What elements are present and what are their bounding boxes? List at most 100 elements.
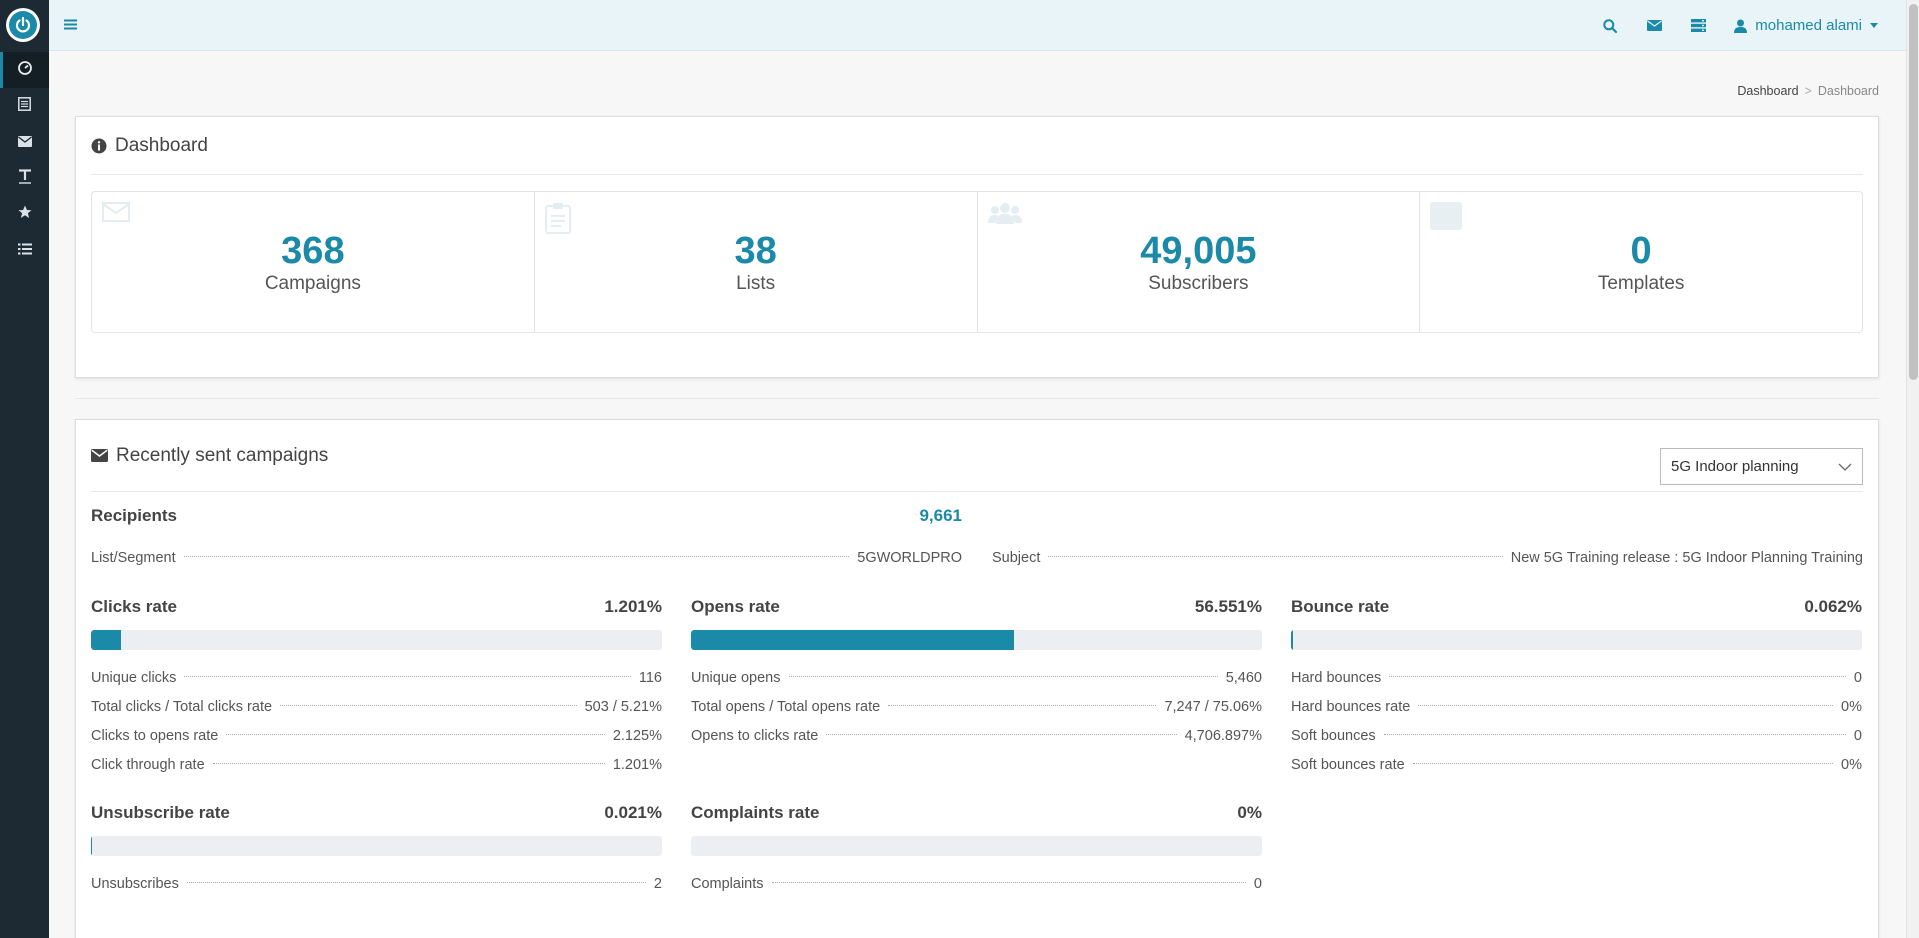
- subject-row: Subject New 5G Training release : 5G Ind…: [992, 544, 1863, 573]
- dotted-leader: [771, 882, 1246, 883]
- recent-campaigns-title: Recently sent campaigns: [116, 444, 329, 466]
- stat-templates[interactable]: 0 Templates: [1420, 192, 1862, 332]
- page-title: Dashboard: [115, 134, 208, 156]
- dotted-leader: [888, 705, 1157, 706]
- stat-label: Lists: [736, 273, 776, 294]
- metric-progress-bar: [1291, 630, 1862, 650]
- metric-detail-row: Total opens / Total opens rate 7,247 / 75…: [691, 693, 1262, 722]
- metric-progress-fill: [91, 630, 121, 650]
- metric-header: Complaints rate 0%: [691, 798, 1262, 828]
- sidebar-item-templates[interactable]: [0, 160, 49, 196]
- dotted-leader: [1048, 556, 1503, 557]
- recent-campaigns-header: Recently sent campaigns: [91, 420, 1863, 492]
- metric-detail-value: 2: [653, 876, 662, 892]
- metric-value: 0.062%: [1804, 597, 1862, 616]
- metric-detail-value: 5,460: [1225, 670, 1262, 686]
- metric-title: Unsubscribe rate: [91, 803, 230, 822]
- dotted-leader: [212, 763, 605, 764]
- dotted-leader: [280, 705, 577, 706]
- user-name: mohamed alami: [1755, 17, 1862, 34]
- app-logo[interactable]: [6, 8, 40, 42]
- recent-campaigns-panel: Recently sent campaigns 5G Indoor planni…: [75, 419, 1879, 938]
- metric-detail-label: Complaints: [691, 876, 764, 892]
- stat-lists[interactable]: 38 Lists: [535, 192, 978, 332]
- envelope-icon: [91, 449, 108, 462]
- metric-title: Bounce rate: [1291, 597, 1390, 616]
- metric-detail-label: Unsubscribes: [91, 876, 179, 892]
- list-segment-row: List/Segment 5GWORLDPRO: [91, 544, 962, 573]
- chevron-down-icon: [1838, 463, 1852, 471]
- metric-progress-fill: [91, 836, 93, 856]
- dotted-leader: [186, 882, 646, 883]
- metric-header: Opens rate 56.551%: [691, 592, 1262, 622]
- stat-value: 368: [281, 230, 345, 272]
- metric-detail-value: 0: [1853, 670, 1862, 686]
- envelope-icon: [17, 134, 32, 151]
- metric-detail-value: 0%: [1841, 699, 1862, 715]
- menu-toggle-button[interactable]: [64, 17, 77, 34]
- segment-subject-row: List/Segment 5GWORLDPRO Subject New 5G T…: [91, 544, 1863, 573]
- metric-value: 0%: [1237, 803, 1262, 822]
- user-icon: [1734, 19, 1748, 33]
- list-icon: [18, 97, 31, 115]
- text-icon: [18, 168, 32, 188]
- recipients-value[interactable]: 9,661: [919, 506, 962, 525]
- search-icon: [1603, 18, 1618, 33]
- dotted-leader: [1383, 734, 1846, 735]
- breadcrumb-separator: >: [1804, 84, 1812, 98]
- users-icon: [987, 202, 1022, 228]
- metric-detail-label: Unique clicks: [91, 670, 177, 686]
- metric-block: Complaints rate 0% Complaints 0: [691, 798, 1262, 899]
- metric-detail-value: 503 / 5.21%: [584, 699, 662, 715]
- metric-value: 56.551%: [1194, 597, 1262, 616]
- sidebar-item-lists[interactable]: [0, 88, 49, 124]
- scrollbar-thumb[interactable]: [1909, 4, 1918, 380]
- search-button[interactable]: [1588, 0, 1632, 51]
- breadcrumb-link-dashboard[interactable]: Dashboard: [1737, 84, 1799, 98]
- sidebar-item-favorites[interactable]: [0, 196, 49, 232]
- server-icon: [1690, 19, 1706, 32]
- dashboard-icon: [17, 61, 32, 79]
- metric-detail-label: Hard bounces rate: [1291, 699, 1411, 715]
- metric-detail-row: Hard bounces rate 0%: [1291, 693, 1862, 722]
- stats-row: 368 Campaigns 38 Lists 49,005 Subscriber…: [91, 191, 1863, 333]
- metric-detail-value: 0: [1853, 728, 1862, 744]
- stat-label: Subscribers: [1148, 273, 1249, 294]
- sidebar-item-dashboard[interactable]: [0, 52, 49, 88]
- dotted-leader: [1389, 676, 1846, 677]
- metric-block: Unsubscribe rate 0.021% Unsubscribes 2: [91, 798, 662, 899]
- recipients-row: Recipients 9,661: [91, 506, 962, 526]
- metric-progress-fill: [691, 630, 1014, 650]
- page-scrollbar[interactable]: [1906, 0, 1919, 938]
- sidebar-item-campaigns[interactable]: [0, 124, 49, 160]
- metric-detail-row: Complaints 0: [691, 870, 1262, 899]
- metric-detail-value: 4,706.897%: [1184, 728, 1262, 744]
- metric-progress-bar: [691, 836, 1262, 856]
- sidebar-item-reports[interactable]: [0, 232, 49, 268]
- metric-detail-label: Click through rate: [91, 757, 205, 773]
- section-divider: [75, 398, 1879, 399]
- stat-label: Campaigns: [264, 273, 361, 294]
- stat-campaigns[interactable]: 368 Campaigns: [92, 192, 535, 332]
- stat-subscribers[interactable]: 49,005 Subscribers: [978, 192, 1421, 332]
- list-segment-label: List/Segment: [91, 550, 176, 566]
- user-menu[interactable]: mohamed alami: [1734, 17, 1878, 34]
- campaign-select[interactable]: 5G Indoor planning: [1660, 448, 1863, 485]
- metric-detail-value: 7,247 / 75.06%: [1164, 699, 1262, 715]
- clipboard-icon: [544, 202, 571, 238]
- metric-detail-row: Opens to clicks rate 4,706.897%: [691, 722, 1262, 751]
- star-icon: [18, 205, 32, 223]
- stat-value: 49,005: [1140, 230, 1257, 272]
- metric-detail-value: 0: [1253, 876, 1262, 892]
- metric-detail-value: 0%: [1841, 757, 1862, 773]
- metric-detail-label: Total opens / Total opens rate: [691, 699, 881, 715]
- messages-button[interactable]: [1632, 0, 1676, 51]
- metric-detail-row: Unique clicks 116: [91, 664, 662, 693]
- sidebar: [0, 0, 49, 938]
- metric-progress-bar: [691, 630, 1262, 650]
- metric-block: Bounce rate 0.062% Hard bounces 0 Hard bounc…: [1291, 592, 1862, 780]
- servers-button[interactable]: [1676, 0, 1720, 51]
- metric-block: Clicks rate 1.201% Unique clicks 116 Total c…: [91, 592, 662, 780]
- chevron-down-icon: [1870, 23, 1878, 28]
- subject-value: New 5G Training release : 5G Indoor Plan…: [1510, 550, 1863, 566]
